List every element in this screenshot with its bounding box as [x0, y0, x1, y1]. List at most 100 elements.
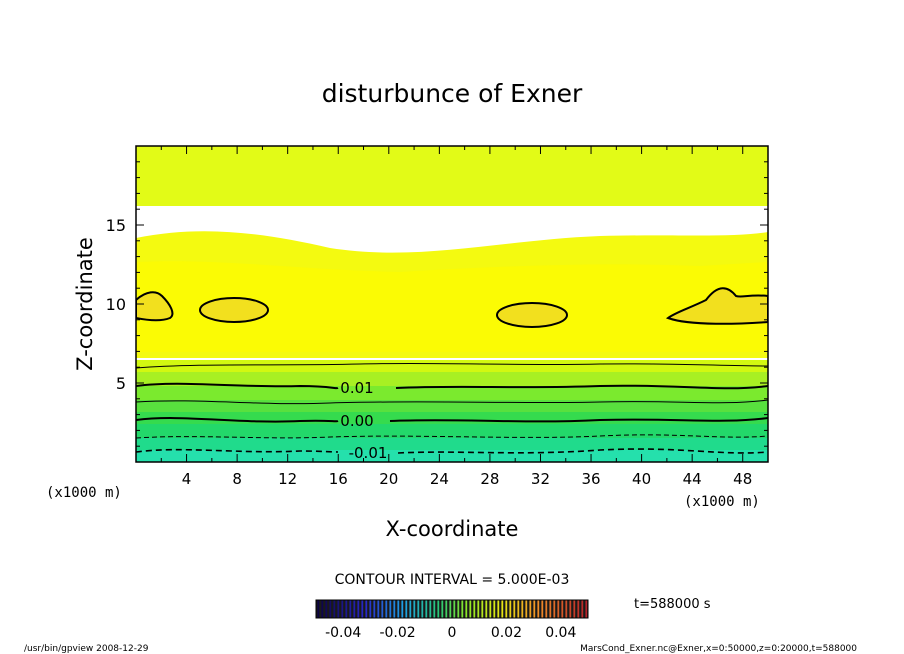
x-tick-label: 36	[581, 470, 600, 488]
x-unit-left: (x1000 m)	[46, 485, 122, 501]
colorbar-stripe	[573, 600, 576, 618]
colorbar-stripe	[373, 600, 376, 618]
colorbar-stripe	[533, 600, 536, 618]
colorbar-stripe	[529, 600, 532, 618]
colorbar-stripe	[365, 600, 368, 618]
colorbar-tick-label: -0.02	[379, 625, 415, 641]
colorbar-stripe	[549, 600, 552, 618]
colorbar-stripe	[569, 600, 572, 618]
colorbar-stripe	[461, 600, 464, 618]
x-tick-label: 12	[278, 470, 297, 488]
colorbar-stripe	[333, 600, 336, 618]
colorbar-tick-label: -0.04	[325, 625, 361, 641]
y-tick-label: 15	[106, 216, 126, 235]
colorbar-stripe	[485, 600, 488, 618]
contour-closed-left	[136, 291, 174, 322]
colorbar-stripe	[465, 600, 468, 618]
footer-right: MarsCond_Exner.nc@Exner,x=0:50000,z=0:20…	[580, 644, 857, 654]
colorbar-stripe	[581, 600, 584, 618]
colorbar-stripe	[553, 600, 556, 618]
x-tick-label: 28	[480, 470, 499, 488]
contour-line-minus-0.01	[136, 448, 768, 454]
colorbar-stripe	[389, 600, 392, 618]
colorbar-stripe	[425, 600, 428, 618]
colorbar-frame	[315, 599, 589, 619]
contour-closed-x31	[496, 302, 568, 328]
x-tick-label: 24	[430, 470, 449, 488]
colorbar-tick-label: 0.04	[545, 625, 576, 641]
colorbar-stripe	[433, 600, 436, 618]
colorbar-stripe	[345, 600, 348, 618]
colorbar-stripe	[409, 600, 412, 618]
colorbar-stripe	[469, 600, 472, 618]
contour-line	[136, 362, 768, 369]
colorbar-stripe	[493, 600, 496, 618]
colorbar-stripe	[397, 600, 400, 618]
contour-line-dashed	[136, 434, 768, 439]
x-axis-label: X-coordinate	[386, 517, 519, 541]
colorbar-stripe	[537, 600, 540, 618]
colorbar-stripe	[509, 600, 512, 618]
colorbar-stripe	[329, 600, 332, 618]
colorbar-stripe	[513, 600, 516, 618]
x-tick-label: 4	[182, 470, 192, 488]
x-tick-label: 48	[733, 470, 752, 488]
x-tick-label: 40	[632, 470, 651, 488]
colorbar	[315, 599, 589, 619]
x-tick-label: 32	[531, 470, 550, 488]
colorbar-stripe	[577, 600, 580, 618]
colorbar-stripe	[337, 600, 340, 618]
contour-label: -0.01	[349, 444, 388, 462]
field-band-bright	[136, 261, 768, 352]
colorbar-stripe	[369, 600, 372, 618]
field-band-11	[136, 438, 768, 450]
colorbar-stripe	[353, 600, 356, 618]
colorbar-stripe	[585, 600, 588, 618]
colorbar-stripe	[429, 600, 432, 618]
y-axis: 5 10 15	[106, 145, 768, 463]
colorbar-stripe	[445, 600, 448, 618]
colorbar-stripe	[393, 600, 396, 618]
colorbar-stripe	[477, 600, 480, 618]
colorbar-stripe	[357, 600, 360, 618]
colorbar-stripe	[505, 600, 508, 618]
field-band-09	[136, 412, 768, 424]
colorbar-stripe	[557, 600, 560, 618]
colorbar-stripe	[437, 600, 440, 618]
colorbar-stripe	[341, 600, 344, 618]
colorbar-stripe	[501, 600, 504, 618]
contour-label: 0.00	[340, 412, 373, 430]
field-band-07	[136, 386, 768, 400]
colorbar-tick-label: 0.02	[491, 625, 522, 641]
y-tick-label: 10	[106, 295, 126, 314]
colorbar-stripe	[473, 600, 476, 618]
x-tick-label: 16	[329, 470, 348, 488]
colorbar-stripe	[565, 600, 568, 618]
colorbar-stripe	[417, 600, 420, 618]
colorbar-stripe	[517, 600, 520, 618]
y-tick-label: 5	[116, 374, 126, 393]
colorbar-stripe	[521, 600, 524, 618]
x-unit-right: (x1000 m)	[684, 494, 760, 510]
colorbar-stripe	[457, 600, 460, 618]
colorbar-tick-label: 0	[448, 625, 457, 641]
field-band-10	[136, 424, 768, 438]
field-band-12	[136, 450, 768, 462]
contour-line-0.01	[136, 382, 768, 390]
colorbar-stripe	[481, 600, 484, 618]
contour-closed-x8	[199, 297, 269, 323]
x-tick-label: 44	[683, 470, 702, 488]
field-band-06	[136, 372, 768, 386]
colorbar-stripe	[401, 600, 404, 618]
x-tick-label: 8	[232, 470, 242, 488]
colorbar-stripe	[413, 600, 416, 618]
contour-label: 0.01	[340, 379, 373, 397]
plot-area	[136, 146, 768, 462]
colorbar-stripe	[349, 600, 352, 618]
colorbar-stripe	[381, 600, 384, 618]
contour-closed-right	[665, 287, 768, 325]
colorbar-stripe	[421, 600, 424, 618]
x-tick-label: 20	[379, 470, 398, 488]
chart-title: disturbunce of Exner	[322, 79, 583, 108]
contour-line-0.00	[136, 417, 768, 423]
